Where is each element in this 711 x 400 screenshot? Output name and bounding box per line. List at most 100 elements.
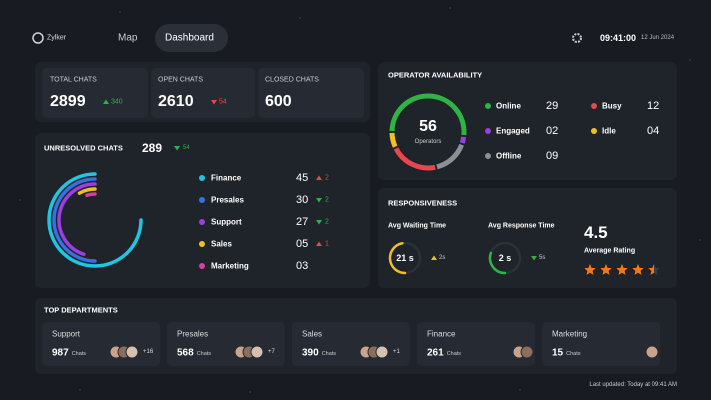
avatar <box>125 345 139 359</box>
speck <box>19 199 21 201</box>
responsiveness-card <box>378 188 677 288</box>
radial-bar <box>52 177 97 263</box>
status-name: Offline <box>496 151 522 161</box>
department-count: 568 <box>177 347 194 359</box>
trend-icon <box>174 146 180 151</box>
legend-dot <box>199 219 205 225</box>
status-count: 09 <box>546 150 559 162</box>
item-count: 27 <box>296 216 309 228</box>
department-tile <box>542 322 660 366</box>
department-unit: Chats <box>71 351 87 357</box>
stat-value: 2610 <box>158 93 194 110</box>
logo <box>32 32 44 44</box>
status-count: 02 <box>546 125 559 137</box>
time: 09:41:00 <box>600 33 637 43</box>
trend-icon <box>316 220 322 225</box>
stat-label: OPEN CHATS <box>158 76 203 84</box>
operators-label: Operators <box>414 139 442 145</box>
stat-tile <box>258 68 364 118</box>
stat-change: 340 <box>111 98 123 106</box>
metric-label: Avg Response Time <box>488 222 555 230</box>
department-count: 15 <box>552 347 564 359</box>
gauge-arc <box>488 251 507 275</box>
speck <box>299 17 301 19</box>
stat-value: 600 <box>265 93 292 110</box>
section-title: UNRESOLVED CHATS <box>44 143 123 153</box>
speck <box>119 11 121 13</box>
item-name: Marketing <box>211 261 249 271</box>
stat-label: CLOSED CHATS <box>265 76 319 84</box>
star <box>616 264 628 275</box>
legend-dot <box>199 263 205 269</box>
legend-dot <box>199 197 205 203</box>
avatar <box>645 345 659 359</box>
item-change: 1 <box>325 240 329 248</box>
donut-segment <box>436 143 464 170</box>
radial-bar <box>77 187 97 195</box>
department-unit: Chats <box>446 351 462 357</box>
brand: Zylker <box>47 34 67 42</box>
metric-value: 21 s <box>396 253 414 263</box>
avatar <box>375 345 389 359</box>
legend-dot <box>485 153 491 159</box>
avatar <box>250 345 264 359</box>
legend-dot <box>485 103 491 109</box>
department-unit: Chats <box>321 351 337 357</box>
unresolved-value: 289 <box>142 141 163 155</box>
nav-item[interactable]: Map <box>118 32 138 44</box>
donut-segment <box>389 93 467 136</box>
item-name: Support <box>211 217 242 227</box>
speck <box>519 389 521 391</box>
radial-bar <box>47 172 143 268</box>
nav-item[interactable]: Dashboard <box>165 32 214 44</box>
stat-tile <box>151 68 255 118</box>
status-count: 12 <box>647 100 660 112</box>
item-change: 2 <box>325 174 329 182</box>
item-count: 05 <box>296 238 309 250</box>
department-unit: Chats <box>566 351 581 357</box>
trend-icon <box>531 256 537 261</box>
department-name: Presales <box>177 329 209 339</box>
avatar-extra: +7 <box>268 349 275 355</box>
department-tile <box>167 322 285 366</box>
legend-dot <box>199 241 205 247</box>
rating-value: 4.5 <box>584 223 608 242</box>
department-count: 261 <box>427 347 444 359</box>
department-tile <box>42 322 160 366</box>
legend-dot <box>591 128 597 134</box>
item-count: 30 <box>296 194 309 206</box>
stat-change: 54 <box>219 98 227 106</box>
item-count: 03 <box>296 260 309 272</box>
stat-value: 2899 <box>50 93 86 110</box>
speck <box>689 59 691 61</box>
section-title: TOP DEPARTMENTS <box>44 305 118 315</box>
stat-tile <box>42 68 148 118</box>
department-count: 390 <box>302 347 319 359</box>
legend-dot <box>485 128 491 134</box>
section-title: RESPONSIVENESS <box>388 198 458 208</box>
trend-icon <box>103 99 109 104</box>
star <box>584 264 596 275</box>
operators-card <box>378 62 677 180</box>
trend-icon <box>431 255 437 260</box>
metric-label: Avg Waiting Time <box>388 222 447 230</box>
avatar-extra: +16 <box>143 349 154 355</box>
item-name: Finance <box>211 173 242 183</box>
department-tile <box>417 322 535 366</box>
department-tile <box>292 322 410 366</box>
radial-bar <box>85 192 97 198</box>
speck <box>699 239 701 241</box>
department-name: Marketing <box>552 329 588 339</box>
speck <box>249 391 251 393</box>
avatar <box>520 345 534 359</box>
donut-segment <box>393 147 436 171</box>
trend-icon <box>316 175 322 180</box>
metric-change: 2s <box>439 255 446 261</box>
unresolved-change: 54 <box>183 145 190 151</box>
status-name: Online <box>496 101 521 111</box>
status-name: Idle <box>602 126 616 136</box>
stat-label: TOTAL CHATS <box>50 76 97 84</box>
item-name: Presales <box>211 195 244 205</box>
item-name: Sales <box>211 239 232 249</box>
